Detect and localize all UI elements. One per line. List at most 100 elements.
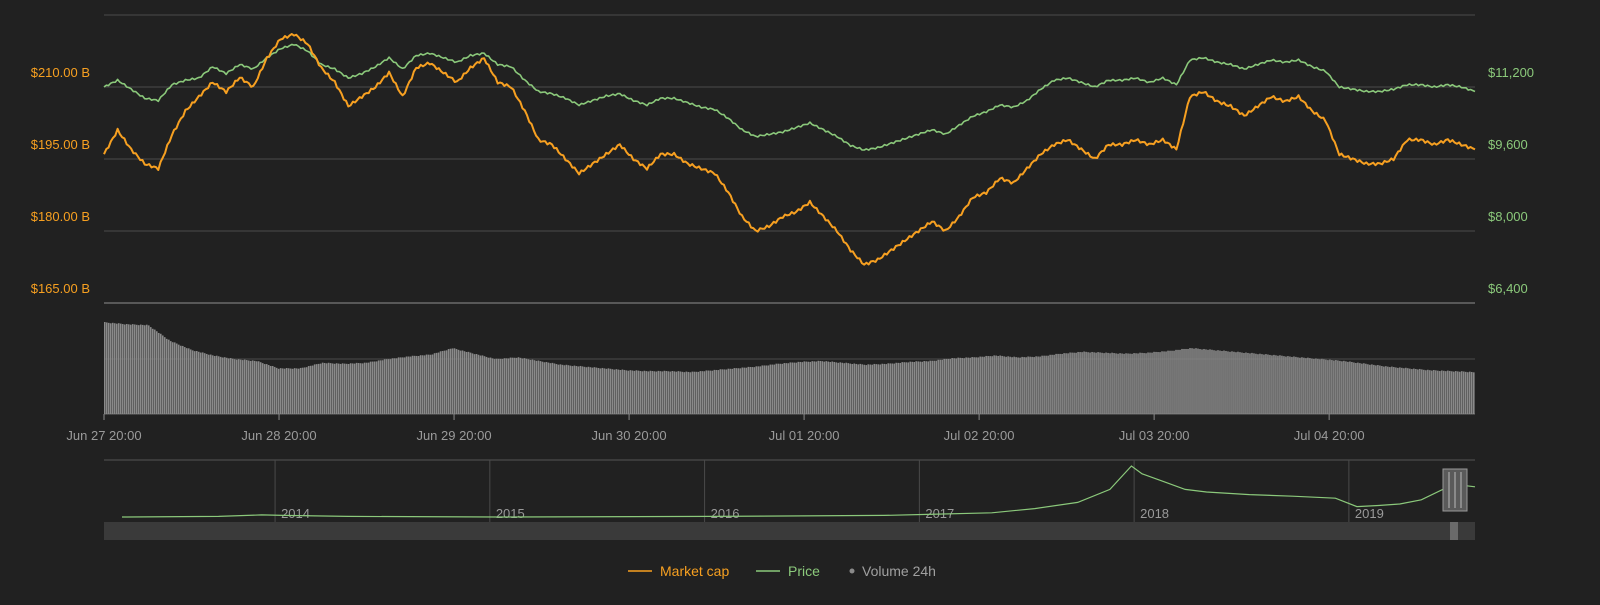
volume-bar xyxy=(915,361,918,414)
volume-bar xyxy=(1335,360,1337,414)
navigator-scrollbar-track[interactable] xyxy=(104,522,1475,540)
navigator-tick-2015: 2015 xyxy=(496,506,525,521)
volume-bar xyxy=(1337,360,1339,414)
volume-bar xyxy=(813,361,816,414)
volume-bar xyxy=(1069,352,1071,414)
volume-bar xyxy=(1147,352,1149,414)
volume-bar xyxy=(321,362,324,414)
volume-bar xyxy=(843,363,846,414)
volume-bar xyxy=(611,369,614,414)
volume-bar xyxy=(1321,358,1323,414)
volume-bar xyxy=(829,362,832,414)
volume-bar xyxy=(1233,351,1235,414)
volume-bar xyxy=(267,365,270,414)
volume-bar xyxy=(1389,367,1391,414)
volume-bar xyxy=(805,361,808,414)
volume-bar xyxy=(965,357,967,414)
volume-bar xyxy=(699,371,702,414)
volume-bar xyxy=(1357,362,1359,414)
volume-bar xyxy=(609,368,612,414)
volume-bar xyxy=(1441,370,1443,414)
volume-bar xyxy=(783,363,786,414)
volume-bar xyxy=(869,364,872,414)
volume-bar xyxy=(657,370,660,414)
volume-bar xyxy=(491,358,494,414)
volume-bar xyxy=(759,366,762,414)
volume-bar xyxy=(969,357,971,414)
volume-bar xyxy=(1133,353,1135,414)
volume-bar xyxy=(705,370,708,414)
volume-bar xyxy=(1055,353,1057,414)
volume-bar xyxy=(249,360,252,414)
volume-bar xyxy=(523,358,526,414)
volume-bar xyxy=(789,362,792,414)
volume-bar xyxy=(421,355,424,414)
volume-bar xyxy=(803,361,806,414)
volume-bar xyxy=(801,362,804,414)
legend-item-volume-24h[interactable]: Volume 24h xyxy=(849,563,936,579)
volume-bar xyxy=(1415,369,1417,414)
volume-bar xyxy=(273,366,276,414)
x-tick-jul-04-20-00: Jul 04 20:00 xyxy=(1294,428,1365,443)
volume-bar xyxy=(1457,371,1459,414)
volume-bar xyxy=(953,358,955,414)
volume-bar xyxy=(913,361,916,414)
volume-bar xyxy=(1427,369,1429,414)
volume-bar xyxy=(1013,356,1015,414)
volume-bar xyxy=(875,364,878,414)
volume-bar xyxy=(845,362,848,414)
volume-bar xyxy=(683,372,686,414)
volume-bar xyxy=(165,338,168,414)
volume-bar xyxy=(1305,358,1307,414)
volume-bar xyxy=(911,361,914,414)
volume-bar xyxy=(791,362,794,414)
volume-bar xyxy=(351,363,354,414)
volume-bar xyxy=(1019,357,1021,414)
volume-bar xyxy=(104,322,106,414)
volume-bar xyxy=(481,355,484,414)
volume-bar xyxy=(1319,359,1321,414)
volume-bar xyxy=(411,355,414,414)
volume-bar xyxy=(1067,353,1069,414)
volume-bar xyxy=(311,365,314,414)
volume-bar xyxy=(1215,350,1217,414)
volume-bar xyxy=(359,363,362,414)
volume-bar xyxy=(235,359,238,414)
navigator-tick-2018: 2018 xyxy=(1140,506,1169,521)
volume-bar xyxy=(1007,356,1009,414)
volume-bar xyxy=(647,371,650,414)
volume-bar xyxy=(719,369,722,414)
volume-bar xyxy=(1021,356,1023,414)
volume-bar xyxy=(603,368,606,414)
navigator[interactable]: 2014 2015 2016 2017 2018 2019 xyxy=(104,459,1476,540)
volume-bar xyxy=(309,365,312,414)
volume-bar xyxy=(1409,368,1411,414)
volume-bar xyxy=(347,363,350,414)
volume-bar xyxy=(1053,354,1055,414)
market-cap-line xyxy=(103,33,1476,266)
volume-bar xyxy=(1313,358,1315,414)
volume-bar xyxy=(935,360,937,414)
volume-bar xyxy=(599,368,602,414)
volume-bar xyxy=(635,370,638,414)
volume-bar xyxy=(153,329,156,414)
volume-bar xyxy=(1097,352,1099,414)
volume-bar xyxy=(989,356,991,414)
volume-bar xyxy=(755,366,758,414)
volume-bar xyxy=(331,363,334,414)
volume-bar xyxy=(1465,371,1467,414)
volume-bar xyxy=(1297,357,1299,414)
navigator-scrollbar-thumb[interactable] xyxy=(1450,522,1458,540)
volume-bar xyxy=(671,371,674,414)
volume-bar xyxy=(1367,364,1369,414)
volume-bar xyxy=(345,363,348,414)
volume-bar xyxy=(327,362,330,414)
legend-item-market-cap[interactable]: Market cap xyxy=(628,563,729,579)
volume-bar xyxy=(785,363,788,414)
volume-bar xyxy=(217,356,220,414)
legend-item-price[interactable]: Price xyxy=(756,563,820,579)
volume-bar xyxy=(1023,357,1025,414)
volume-bar xyxy=(1287,356,1289,414)
volume-bar xyxy=(897,362,900,414)
